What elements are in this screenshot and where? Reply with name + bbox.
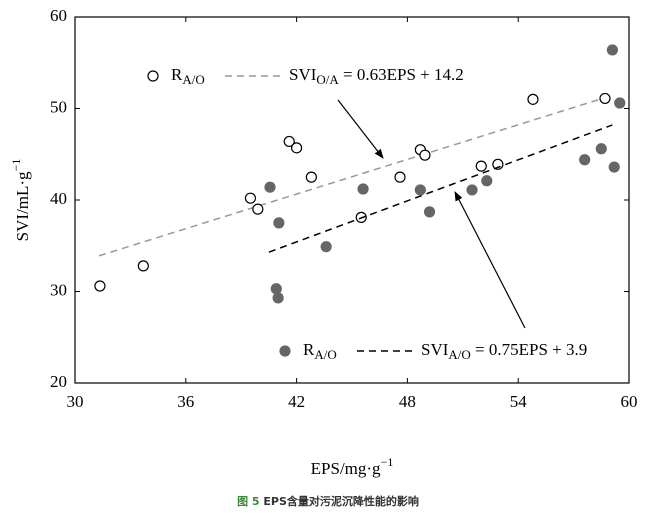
y-axis-label-sup: −1 [9, 159, 23, 172]
point [305, 171, 317, 183]
point [595, 143, 607, 155]
point [291, 142, 303, 154]
arrow [454, 191, 526, 329]
y-axis-label-text: SVI/mL·g [13, 171, 32, 241]
legend-name: R [171, 65, 183, 84]
legend-name-sub: A/O [314, 347, 336, 362]
x-tick-label: 42 [288, 392, 305, 411]
equation-text: SVI [421, 340, 449, 359]
y-tick-label: 20 [50, 372, 67, 391]
y-tick-label: 50 [50, 97, 67, 116]
equation-sub: O/A [316, 72, 339, 87]
point [394, 171, 406, 183]
caption: 图 5 EPS含量对污泥沉降性能的影响 [237, 494, 419, 508]
y-tick-label: 40 [50, 189, 67, 208]
point [137, 260, 149, 272]
point [614, 97, 626, 109]
y-axis-label: SVI/mL·g−1 [9, 159, 32, 242]
legend-marker [147, 70, 159, 82]
x-tick-label: 36 [177, 392, 194, 411]
point [272, 292, 284, 304]
legend-label: RA/O [303, 340, 337, 362]
point [599, 92, 611, 105]
point [283, 135, 295, 148]
equation-sub: A/O [448, 347, 470, 362]
point [270, 283, 282, 295]
equation-rest: = 0.63EPS + 14.2 [339, 65, 464, 84]
point [419, 149, 431, 161]
point [244, 192, 257, 204]
point [357, 183, 369, 195]
point [252, 203, 264, 215]
point [608, 161, 620, 173]
legend-label: RA/O [171, 65, 205, 87]
x-axis-label: EPS/mg·g−1 [311, 455, 394, 478]
point [606, 44, 618, 56]
y-tick-label: 60 [50, 6, 67, 25]
x-tick-label: 60 [621, 392, 638, 411]
x-tick-label: 30 [67, 392, 84, 411]
point [527, 93, 539, 105]
y-tick-label: 30 [50, 280, 67, 299]
x-axis-label-sup: −1 [381, 455, 394, 469]
fit-line [98, 94, 615, 257]
point [466, 184, 478, 196]
point [414, 184, 426, 196]
point [481, 175, 493, 187]
point [423, 206, 436, 218]
legend-name-sub: A/O [182, 72, 204, 87]
caption-text: EPS含量对污泥沉降性能的影响 [263, 494, 419, 508]
x-axis-label-text: EPS/mg·g [311, 459, 381, 478]
legend-marker [279, 345, 291, 357]
point [264, 181, 276, 193]
x-tick-label: 54 [510, 392, 528, 411]
equation-rest: = 0.75EPS + 3.9 [471, 340, 587, 359]
point [320, 241, 332, 253]
legend-name: R [303, 340, 315, 359]
point [579, 154, 591, 166]
point [273, 217, 285, 229]
arrow [337, 99, 384, 159]
point [475, 160, 487, 172]
x-tick-label: 48 [399, 392, 416, 411]
equation: SVIO/A = 0.63EPS + 14.2 [289, 65, 464, 87]
equation: SVIA/O = 0.75EPS + 3.9 [421, 340, 587, 362]
fit-line [268, 124, 613, 253]
point [94, 280, 106, 292]
equation-text: SVI [289, 65, 317, 84]
caption-label: 图 5 [237, 495, 259, 508]
